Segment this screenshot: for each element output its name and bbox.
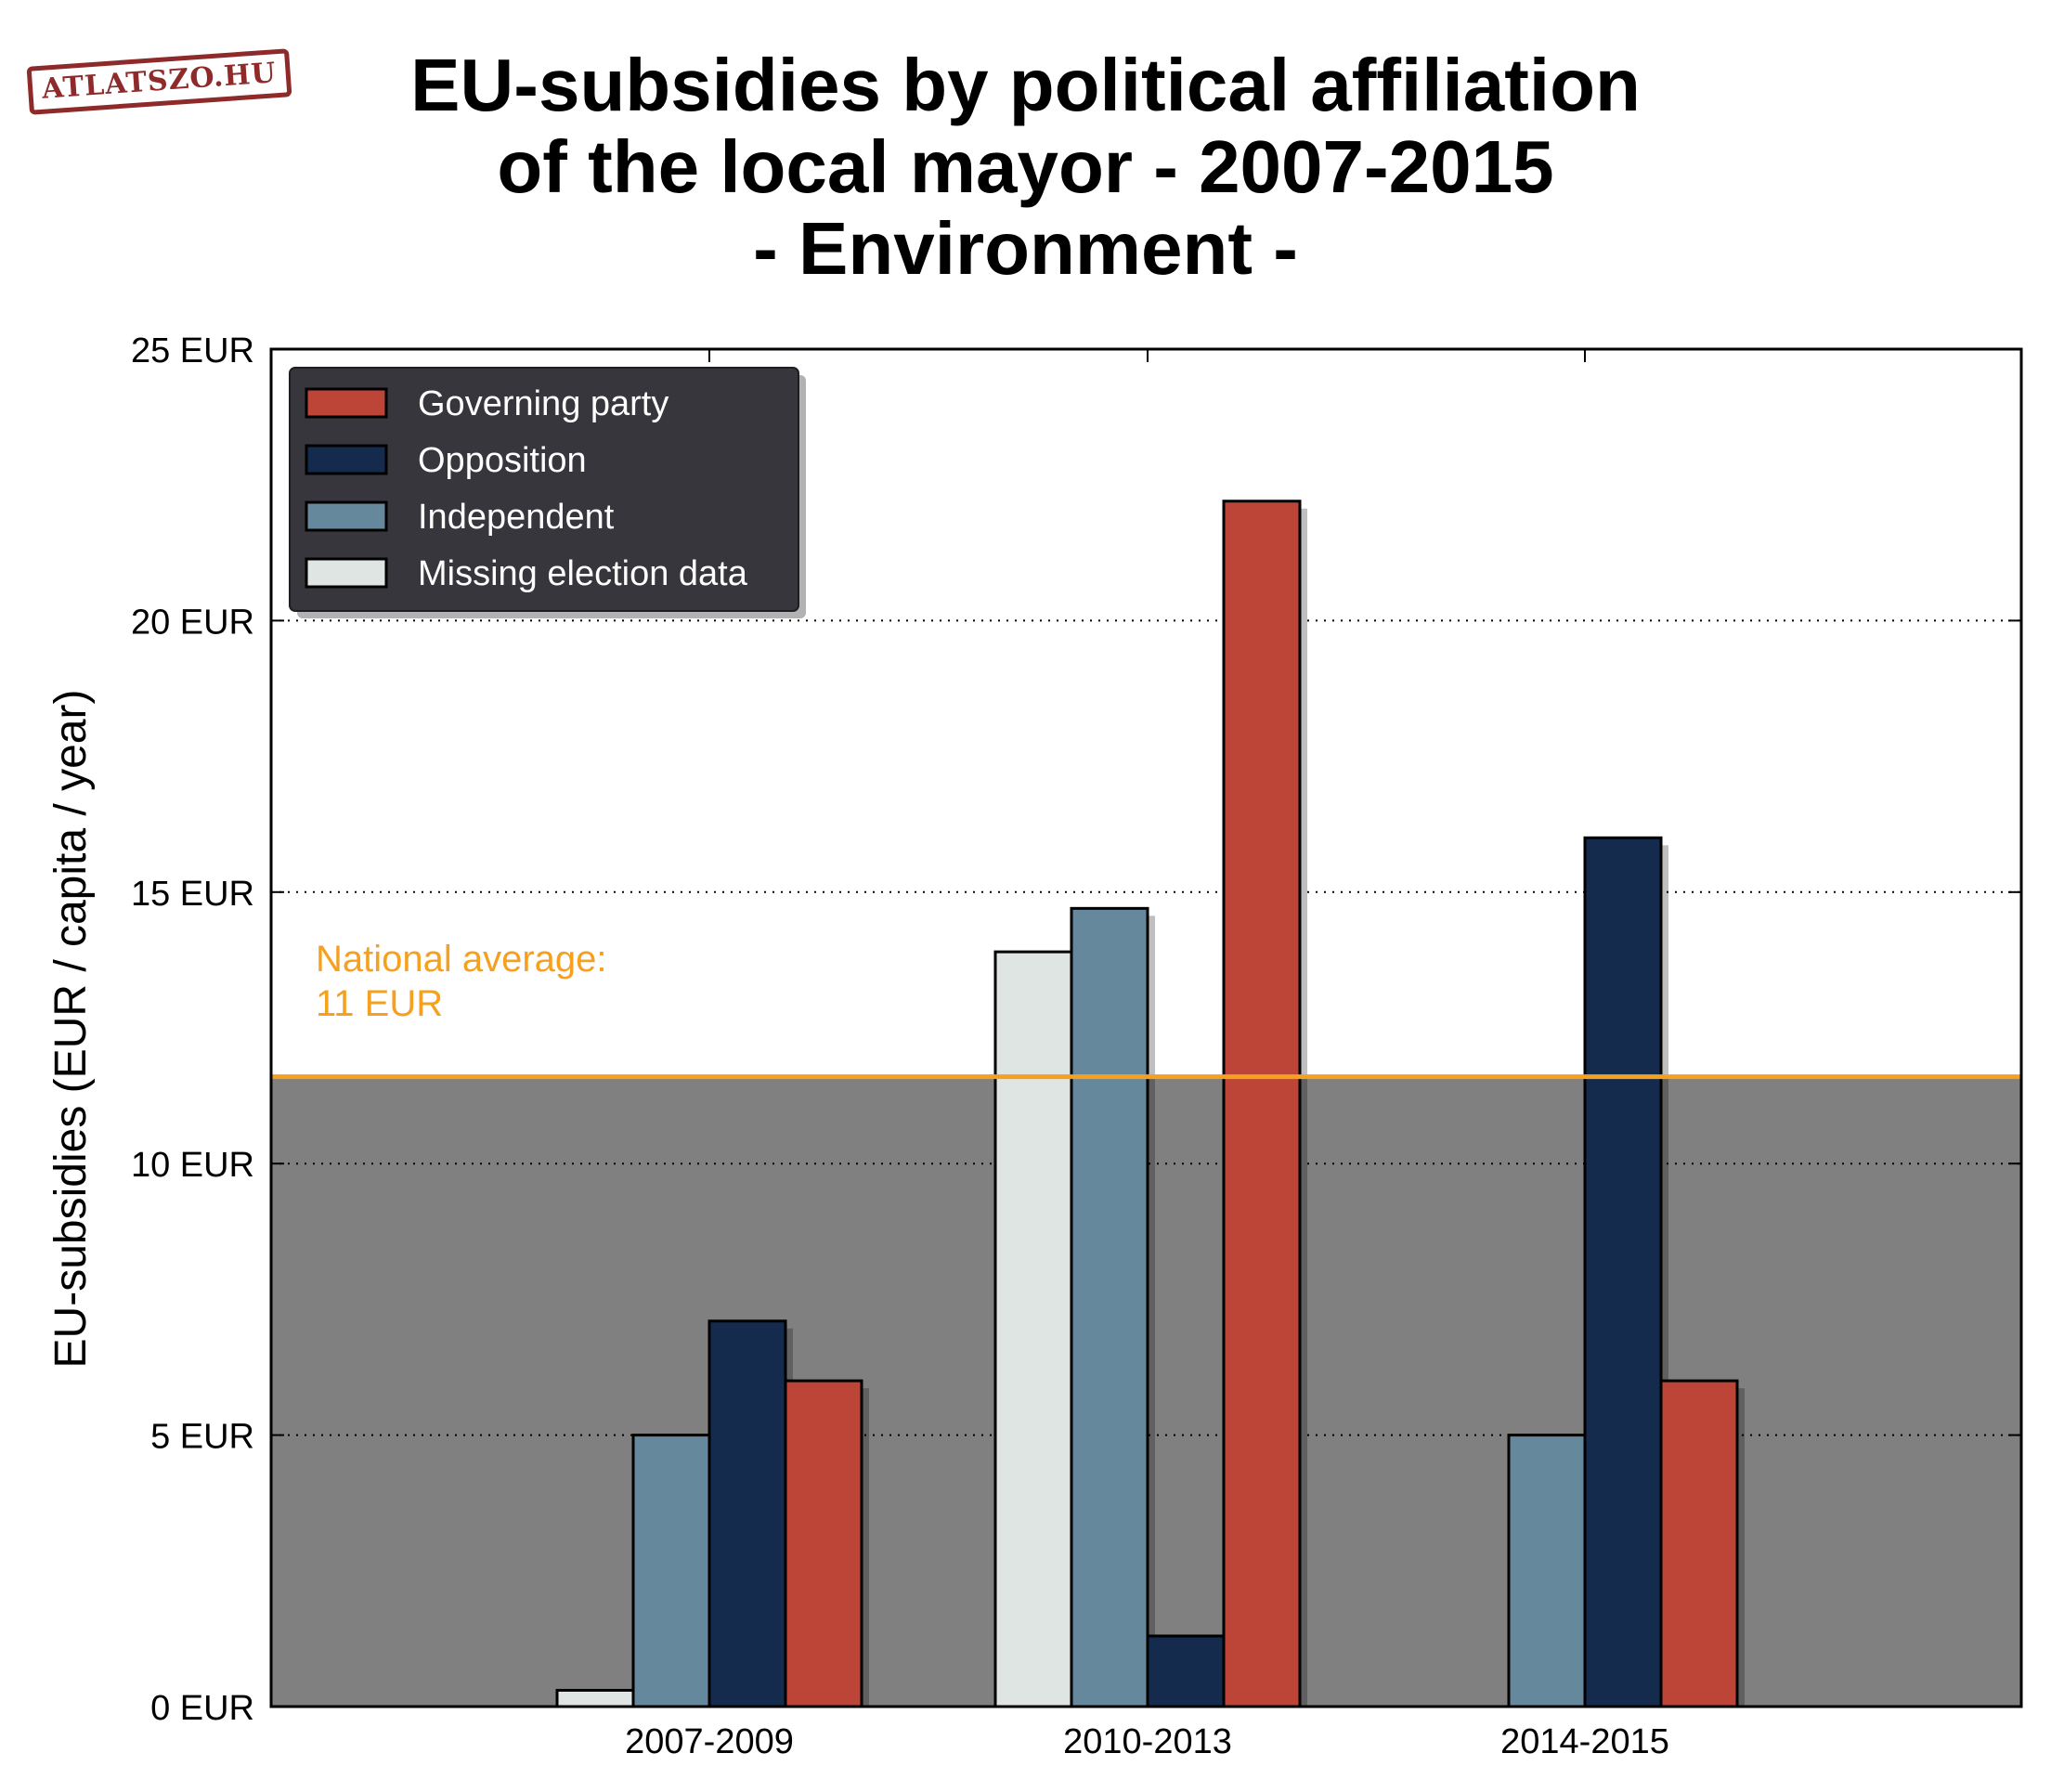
y-axis-label: EU-subsidies (EUR / capita / year) — [46, 690, 96, 1369]
bar-opposition-2007-2009 — [707, 1319, 787, 1708]
legend-swatch-opposition — [305, 444, 388, 475]
bar-independent-2010-2013 — [1070, 906, 1149, 1708]
plot-border — [269, 347, 2023, 1708]
legend-label-independent: Independent — [418, 498, 615, 537]
bar-missing-2010-2013 — [993, 950, 1073, 1708]
bar-independent-2014-2015 — [1507, 1434, 1587, 1708]
ytick-label-15: 15 EUR — [131, 875, 254, 914]
ytick-label-25: 25 EUR — [131, 331, 254, 370]
ytick-label-0: 0 EUR — [150, 1689, 254, 1728]
chart-title: EU-subsidies by political affiliation of… — [0, 45, 2051, 290]
xtick-label-2007-2009: 2007-2009 — [625, 1722, 794, 1761]
title-line-1: EU-subsidies by political affiliation — [410, 44, 1641, 126]
title-line-3: - Environment - — [753, 207, 1298, 290]
legend-label-missing: Missing election data — [418, 554, 748, 593]
legend-box — [289, 367, 799, 612]
legend-label-governing: Governing party — [418, 384, 669, 423]
xtick-label-2014-2015: 2014-2015 — [1500, 1722, 1669, 1761]
bar-governing-2014-2015 — [1659, 1379, 1739, 1708]
legend-label-opposition: Opposition — [418, 441, 587, 480]
bar-opposition-2014-2015 — [1583, 836, 1663, 1708]
bar-missing-2007-2009 — [555, 1688, 635, 1708]
axes: 0 EUR 5 EUR 10 EUR 15 EUR 20 EUR 25 EUR 2007-2… — [46, 331, 2021, 1761]
plot-frame — [269, 347, 2023, 1708]
national-average-label-2: 11 EUR — [316, 983, 443, 1024]
bar-independent-2007-2009 — [631, 1434, 711, 1708]
bars — [555, 500, 1739, 1708]
ytick-label-20: 20 EUR — [131, 603, 254, 642]
national-average: National average:11 EUR — [271, 939, 2021, 1080]
legend-swatch-independent — [305, 500, 388, 532]
ytick-label-10: 10 EUR — [131, 1146, 254, 1185]
ytick-label-5: 5 EUR — [150, 1418, 254, 1457]
national-average-label-1: National average: — [316, 939, 607, 980]
title-line-2: of the local mayor - 2007-2015 — [497, 125, 1554, 208]
bar-governing-2010-2013 — [1222, 500, 1302, 1708]
legend-swatch-governing — [305, 387, 388, 419]
bar-governing-2007-2009 — [784, 1379, 863, 1708]
legend: Governing party Opposition Independent Miss… — [289, 367, 806, 618]
legend-swatch-missing — [305, 557, 388, 589]
xtick-label-2010-2013: 2010-2013 — [1063, 1722, 1232, 1761]
bar-opposition-2010-2013 — [1146, 1634, 1226, 1708]
